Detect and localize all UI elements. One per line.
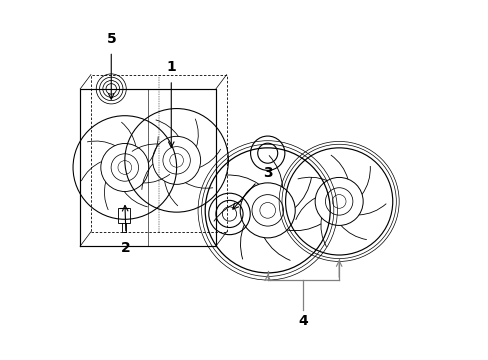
Text: 5: 5 bbox=[106, 32, 116, 46]
Text: 3: 3 bbox=[263, 166, 272, 180]
Bar bbox=[118, 208, 130, 223]
Text: 4: 4 bbox=[298, 314, 308, 328]
Text: 2: 2 bbox=[121, 241, 130, 255]
Text: 1: 1 bbox=[166, 60, 176, 75]
